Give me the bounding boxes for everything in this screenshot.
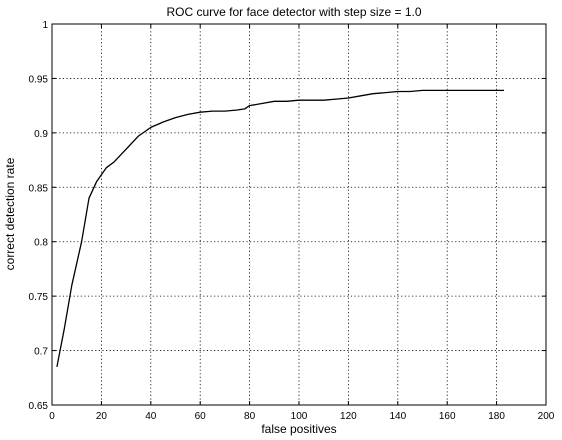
x-tick-label: 200 bbox=[538, 411, 555, 422]
y-tick-label: 0.7 bbox=[34, 347, 48, 358]
x-tick-label: 100 bbox=[291, 411, 308, 422]
plot-frame bbox=[51, 23, 547, 406]
y-tick-labels: 0.65 0.7 0.75 0.8 0.85 0.9 0.95 1 bbox=[29, 20, 49, 412]
x-tick-label: 60 bbox=[195, 411, 207, 422]
y-tick-label: 0.8 bbox=[34, 238, 48, 249]
y-axis-label: correct detection rate bbox=[3, 157, 17, 270]
y-tick-label: 1 bbox=[42, 20, 48, 31]
y-tick-label: 0.95 bbox=[29, 74, 49, 85]
x-tick-label: 140 bbox=[389, 411, 406, 422]
x-tick-label: 120 bbox=[340, 411, 357, 422]
x-axis-label: false positives bbox=[261, 422, 336, 436]
x-tick-label: 80 bbox=[244, 411, 256, 422]
y-tick-label: 0.75 bbox=[29, 292, 49, 303]
x-tick-label: 180 bbox=[488, 411, 505, 422]
grid bbox=[52, 24, 546, 405]
y-tick-label: 0.85 bbox=[29, 183, 49, 194]
x-tick-labels: 0 20 40 60 80 100 120 140 160 180 200 bbox=[49, 411, 555, 422]
x-tick-label: 160 bbox=[439, 411, 456, 422]
x-tick-label: 40 bbox=[145, 411, 157, 422]
roc-curve-line bbox=[56, 89, 504, 368]
y-tick-label: 0.9 bbox=[34, 129, 48, 140]
y-tick-label: 0.65 bbox=[29, 401, 49, 412]
chart-title: ROC curve for face detector with step si… bbox=[166, 5, 421, 19]
axis-ticks bbox=[51, 23, 547, 406]
x-tick-label: 0 bbox=[49, 411, 55, 422]
x-tick-label: 20 bbox=[96, 411, 108, 422]
